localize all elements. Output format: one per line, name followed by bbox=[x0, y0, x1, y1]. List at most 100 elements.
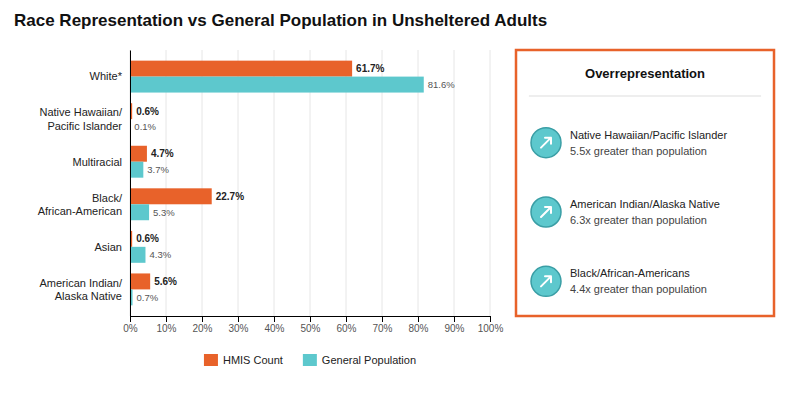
tick-label: American Indian/Alaska Native bbox=[39, 277, 122, 302]
tick-mark bbox=[202, 316, 203, 322]
bar bbox=[130, 146, 147, 162]
tick-mark bbox=[274, 316, 275, 322]
data-label: 3.7% bbox=[147, 164, 169, 175]
data-labels: 5.6% 0.6% 22.7% 4.7% 0.6% 61.7% 0.7% 4.3% 5.3% 3.… bbox=[134, 63, 455, 303]
legend-label: HMIS Count bbox=[223, 354, 283, 366]
tick: 80% bbox=[408, 316, 428, 334]
tick-mark bbox=[490, 316, 491, 322]
bar bbox=[130, 247, 145, 263]
annotation-frame bbox=[516, 50, 774, 316]
tick-label: Multiracial bbox=[72, 156, 122, 168]
legend-swatch bbox=[303, 354, 317, 366]
icon-arrow bbox=[541, 276, 551, 286]
annotation-label: Black/African-Americans bbox=[570, 267, 690, 279]
tick-label: 10% bbox=[156, 323, 176, 334]
tick: American Indian/Alaska Native bbox=[39, 277, 130, 302]
data-label: 4.3% bbox=[149, 249, 171, 260]
tick: White* bbox=[90, 70, 130, 82]
legend-item: General Population bbox=[303, 354, 416, 366]
tick: 100% bbox=[478, 316, 504, 334]
tick-mark bbox=[166, 316, 167, 322]
axis-line bbox=[131, 317, 491, 323]
bar bbox=[130, 61, 352, 77]
legend-label: General Population bbox=[322, 354, 416, 366]
tick: 90% bbox=[444, 316, 464, 334]
axis-line bbox=[130, 51, 131, 317]
data-label: 81.6% bbox=[428, 79, 455, 90]
tick-label: 90% bbox=[444, 323, 464, 334]
icon bbox=[531, 128, 561, 158]
annotation-text: 4.4x greater than population bbox=[570, 283, 707, 295]
bar bbox=[130, 162, 143, 178]
tick: 10% bbox=[156, 316, 176, 334]
tick-mark bbox=[382, 316, 383, 322]
bar bbox=[130, 77, 424, 93]
tick-label: White* bbox=[90, 70, 123, 82]
bar bbox=[130, 204, 149, 220]
bar bbox=[130, 273, 150, 289]
tick-label: 0% bbox=[123, 323, 138, 334]
legend-item: HMIS Count bbox=[204, 354, 283, 366]
title: Race Representation vs General Populatio… bbox=[14, 11, 547, 30]
tick-label: 30% bbox=[228, 323, 248, 334]
y-axis: White* Native Hawaiian/Pacific Islander Mu… bbox=[38, 51, 131, 317]
data-label: 4.7% bbox=[151, 148, 174, 159]
annotation-label: American Indian/Alaska Native bbox=[570, 198, 720, 210]
annotation-item: American Indian/Alaska Native 6.3x greate… bbox=[531, 197, 720, 227]
annotation-item: Black/African-Americans 4.4x greater than… bbox=[531, 266, 707, 296]
tick-mark bbox=[418, 316, 419, 322]
tick: Black/African-American bbox=[38, 192, 130, 217]
annotation-text: 5.5x greater than population bbox=[570, 145, 707, 157]
icon-arrow bbox=[541, 138, 551, 148]
data-label: 0.7% bbox=[137, 292, 159, 303]
tick-label: 80% bbox=[408, 323, 428, 334]
grid-line bbox=[490, 50, 491, 316]
data-label: 5.3% bbox=[153, 207, 175, 218]
separator bbox=[529, 96, 761, 97]
data-label: 0.1% bbox=[134, 121, 156, 132]
icon-arrow bbox=[541, 207, 551, 217]
annotation-label: Native Hawaiian/Pacific Islander bbox=[570, 129, 727, 141]
tick-label: 70% bbox=[372, 323, 392, 334]
tick: Asian bbox=[94, 241, 130, 253]
tick-label: 60% bbox=[336, 323, 356, 334]
icon bbox=[531, 266, 561, 296]
tick: 70% bbox=[372, 316, 392, 334]
tick-mark bbox=[454, 316, 455, 322]
data-label: 0.6% bbox=[136, 233, 159, 244]
tick-mark bbox=[130, 316, 131, 322]
data-label: 22.7% bbox=[216, 191, 244, 202]
tick-label: 20% bbox=[192, 323, 212, 334]
data-label: 61.7% bbox=[356, 63, 384, 74]
annotation-title: Overrepresentation bbox=[585, 66, 705, 81]
tick: 50% bbox=[300, 316, 320, 334]
tick-mark bbox=[346, 316, 347, 322]
x-axis: 0% 10% 20% 30% 40% 50% 60% 70% 80% 90% 100% bbox=[123, 316, 503, 334]
data-label: 0.6% bbox=[136, 106, 159, 117]
tick-mark bbox=[238, 316, 239, 322]
tick: 60% bbox=[336, 316, 356, 334]
tick: Native Hawaiian/Pacific Islander bbox=[39, 106, 130, 131]
bar bbox=[130, 188, 212, 204]
grid-line bbox=[130, 50, 131, 316]
tick-label: Black/African-American bbox=[38, 192, 123, 217]
bars bbox=[130, 61, 424, 306]
tick: 20% bbox=[192, 316, 212, 334]
tick: Multiracial bbox=[72, 156, 130, 168]
tick: 30% bbox=[228, 316, 248, 334]
tick-mark bbox=[310, 316, 311, 322]
tick-label: 50% bbox=[300, 323, 320, 334]
icon bbox=[531, 197, 561, 227]
tick-label: 100% bbox=[478, 323, 504, 334]
legend-swatch bbox=[204, 354, 218, 366]
tick-label: Asian bbox=[94, 241, 122, 253]
tick: 0% bbox=[123, 316, 138, 334]
tick-label: 40% bbox=[264, 323, 284, 334]
grid bbox=[130, 50, 490, 316]
tick-label: Native Hawaiian/Pacific Islander bbox=[39, 106, 122, 131]
annotation-text: 6.3x greater than population bbox=[570, 214, 707, 226]
annotation-box: Overrepresentation Native Hawaiian/Pacifi… bbox=[516, 50, 774, 316]
data-label: 5.6% bbox=[154, 276, 177, 287]
legend: HMIS Count General Population bbox=[204, 354, 416, 366]
annotation-item: Native Hawaiian/Pacific Islander 5.5x gre… bbox=[531, 128, 727, 158]
